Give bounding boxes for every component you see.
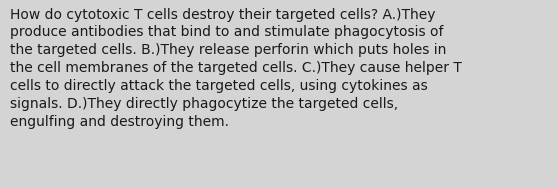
Text: How do cytotoxic T cells destroy their targeted cells? A.)They
produce antibodie: How do cytotoxic T cells destroy their t… [10,8,462,129]
